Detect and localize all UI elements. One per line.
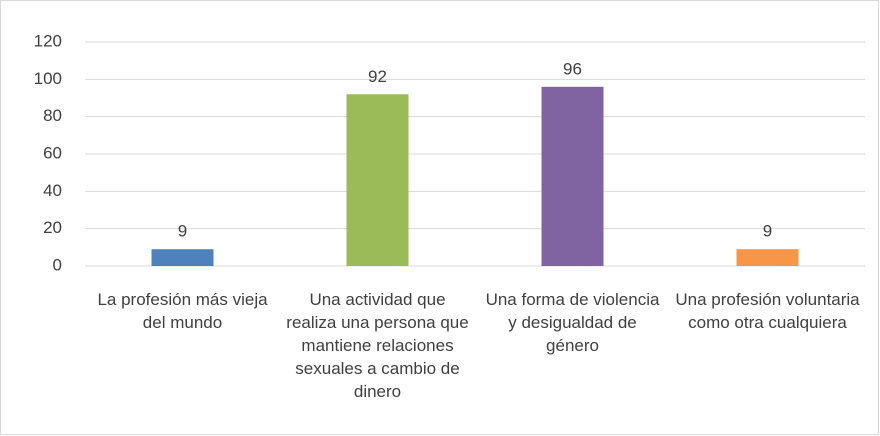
y-tick-label: 0 xyxy=(53,255,62,274)
bar xyxy=(346,94,409,267)
data-label: 9 xyxy=(178,222,187,241)
y-tick-label: 40 xyxy=(43,181,62,200)
bar xyxy=(541,86,604,266)
bar xyxy=(151,249,214,266)
x-tick-label: Una forma de violencia y desigualdad de … xyxy=(485,290,660,355)
x-tick-label: La profesión más vieja del mundo xyxy=(97,290,268,332)
y-tick-label: 60 xyxy=(43,143,62,162)
x-tick-label: Una actividad que realiza una persona qu… xyxy=(286,290,469,401)
y-tick-label: 80 xyxy=(43,106,62,125)
bar xyxy=(736,249,799,266)
y-tick-label: 120 xyxy=(34,31,62,50)
y-tick-label: 20 xyxy=(43,218,62,237)
x-tick-label: Una profesión voluntaria como otra cualq… xyxy=(675,290,860,332)
data-label: 96 xyxy=(563,59,582,78)
data-label: 92 xyxy=(368,67,387,86)
y-tick-label: 100 xyxy=(34,69,62,88)
data-label: 9 xyxy=(763,222,772,241)
